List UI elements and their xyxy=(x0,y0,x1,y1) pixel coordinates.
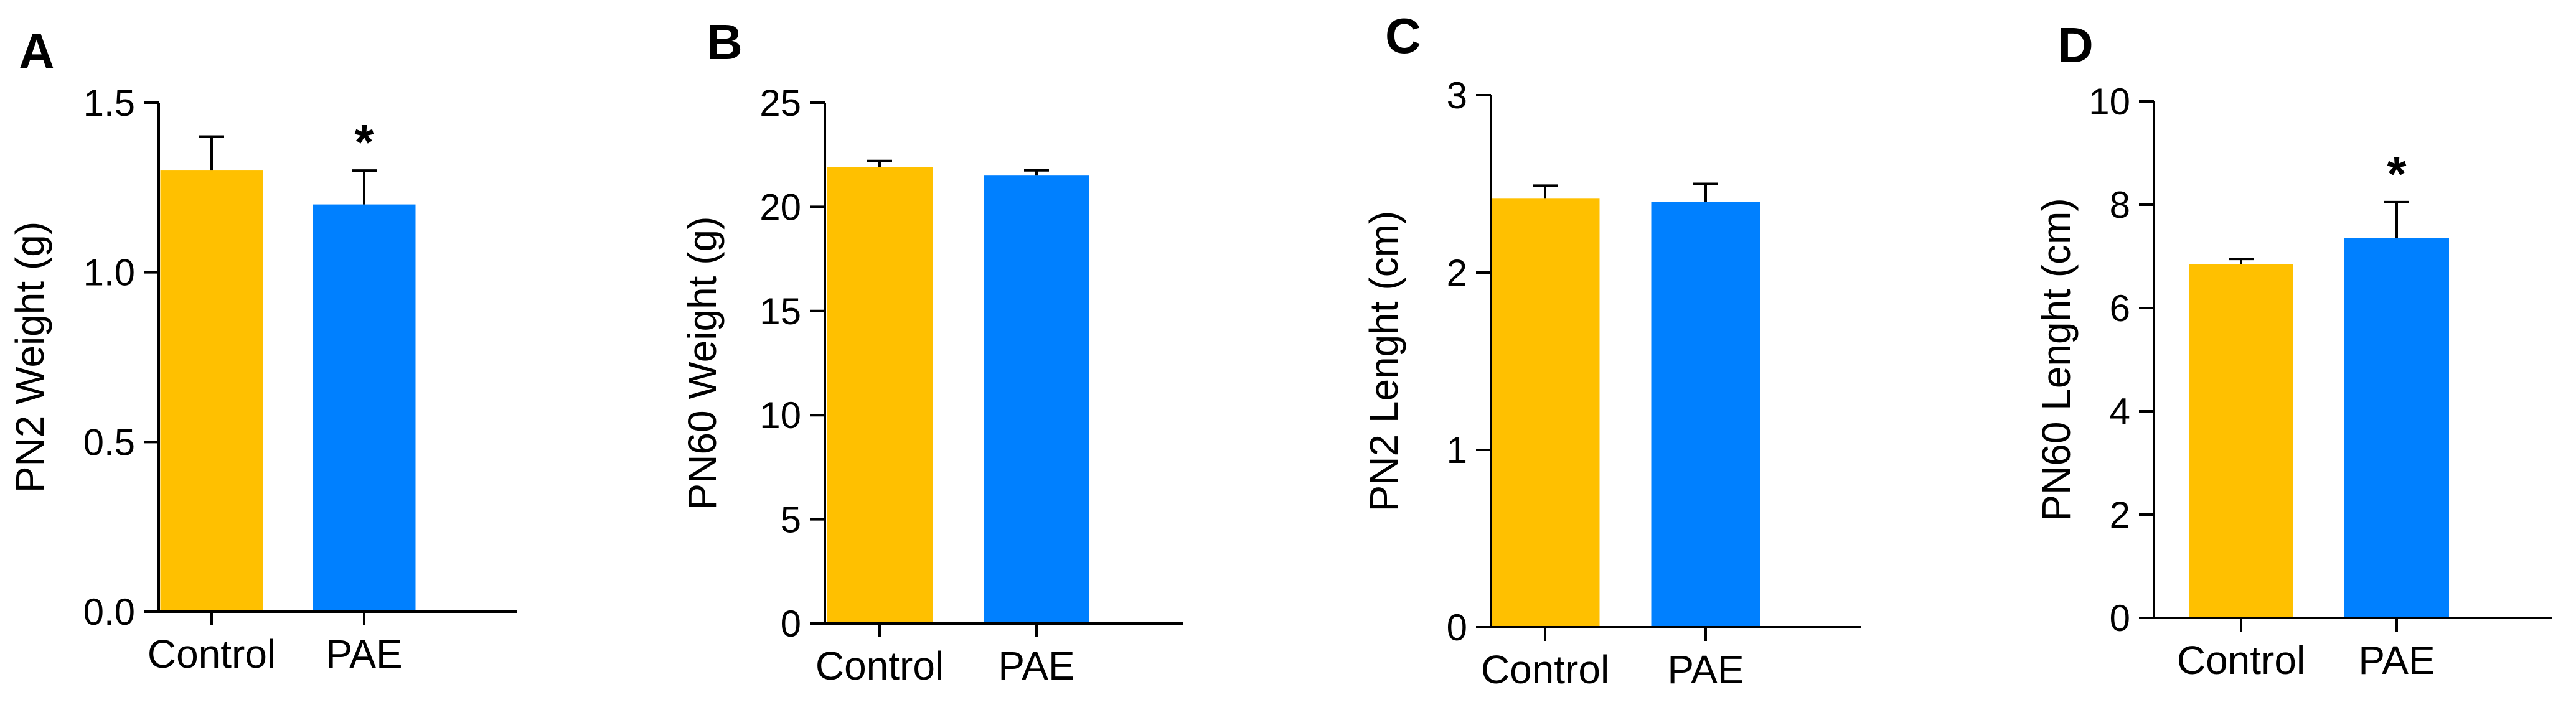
panel-a-xlabel-pae: PAE xyxy=(326,632,402,676)
panel-d-ytick-label: 2 xyxy=(2110,494,2130,536)
panel-c-xlabel-control: Control xyxy=(1481,647,1609,692)
panel-b-ytick-label: 5 xyxy=(781,499,801,541)
panel-d-letter: D xyxy=(2057,17,2094,73)
panel-b-bar-control xyxy=(827,167,933,624)
panel-c-ytick-label: 1 xyxy=(1447,429,1467,471)
panel-d-ytick-label: 4 xyxy=(2110,391,2130,432)
panel-b-ytick-label: 10 xyxy=(759,395,801,436)
panel-b-bar-pae xyxy=(984,175,1089,624)
panel-b-ytick-label: 25 xyxy=(759,82,801,124)
panel-a-xlabel-control: Control xyxy=(148,632,276,676)
panel-b-ytick-label: 15 xyxy=(759,291,801,332)
panel-a-ytick-label: 0.5 xyxy=(83,421,135,463)
panel-d-y-axis-title: PN60 Lenght (cm) xyxy=(2034,198,2079,521)
panel-b-xlabel-pae: PAE xyxy=(998,643,1074,688)
panel-a-letter: A xyxy=(19,24,55,79)
panel-a-ytick-label: 1.0 xyxy=(83,252,135,294)
panel-c-xlabel-pae: PAE xyxy=(1667,647,1744,692)
panel-d-bar-pae xyxy=(2344,238,2449,618)
panel-b-letter: B xyxy=(707,14,743,70)
panel-b-ytick-label: 20 xyxy=(759,186,801,228)
panel-d-bar-control xyxy=(2189,264,2293,618)
panel-c-ytick-label: 0 xyxy=(1447,607,1467,648)
panel-a-ytick-label: 0.0 xyxy=(83,591,135,633)
panel-d-ytick-label: 10 xyxy=(2089,81,2130,123)
panel-c-y-axis-title: PN2 Lenght (cm) xyxy=(1361,211,1406,512)
panel-a-ytick-label: 1.5 xyxy=(83,82,135,124)
panel-b-ytick-label: 0 xyxy=(781,603,801,645)
panel-d-ytick-label: 8 xyxy=(2110,184,2130,226)
panel-c-letter: C xyxy=(1385,8,1421,63)
panel-c-bar-pae xyxy=(1651,202,1760,627)
panel-d-significance-pae: * xyxy=(2387,146,2407,202)
panel-b-y-axis-title: PN60 Weight (g) xyxy=(680,217,725,510)
panel-d-xlabel-control: Control xyxy=(2177,638,2305,683)
panel-a-y-axis-title: PN2 Weight (g) xyxy=(7,222,52,493)
panel-c-ytick-label: 2 xyxy=(1447,252,1467,294)
panel-d-ytick-label: 6 xyxy=(2110,287,2130,329)
panel-d-xlabel-pae: PAE xyxy=(2358,638,2435,683)
panel-c-ytick-label: 3 xyxy=(1447,75,1467,116)
panel-d-ytick-label: 0 xyxy=(2110,597,2130,639)
panel-a-bar-control xyxy=(160,170,263,612)
panel-b-xlabel-control: Control xyxy=(816,643,944,688)
panel-a-bar-pae xyxy=(313,204,416,612)
panel-a-significance-pae: * xyxy=(354,114,374,170)
panel-c-bar-control xyxy=(1490,198,1600,627)
